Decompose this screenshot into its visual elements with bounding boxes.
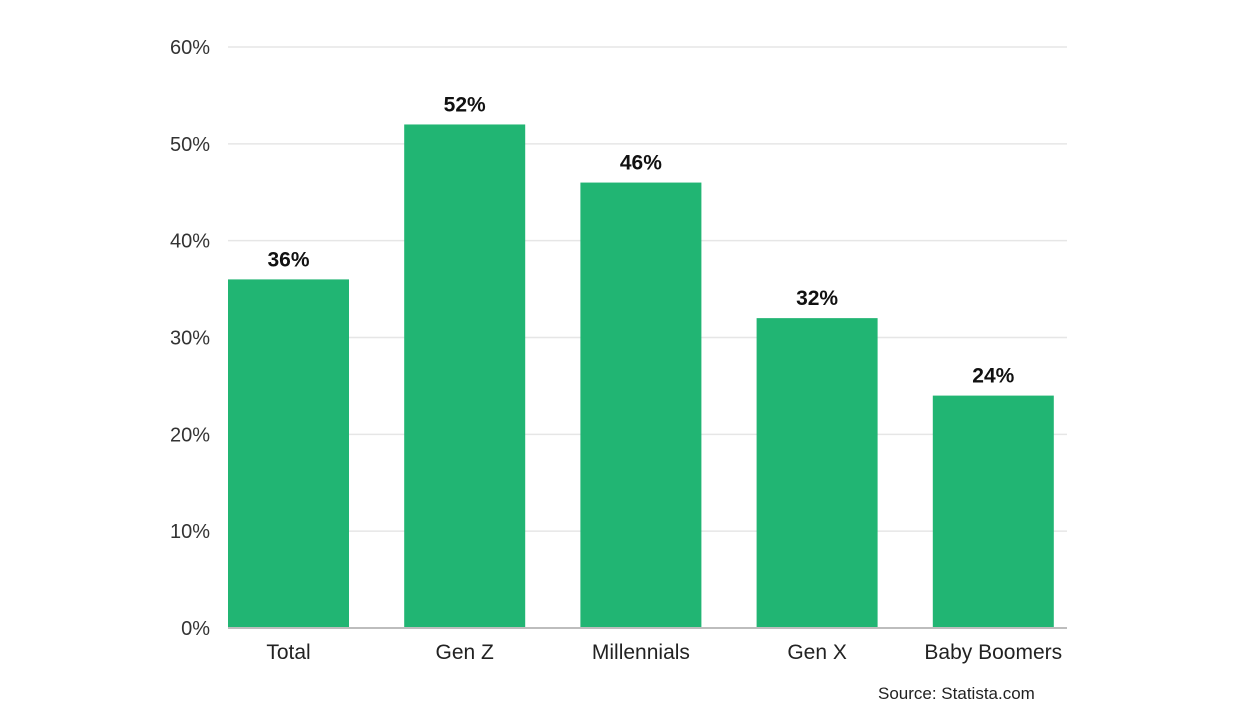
y-tick-label: 30% [170,328,210,350]
data-label: 32% [796,287,838,310]
y-axis-ticks: 0% 10% 20% 30% 40% 50% 60% [170,37,210,640]
bar [932,395,1054,628]
x-category-label: Baby Boomers [924,641,1062,664]
data-labels: 36% 52% 46% 32% 24% [267,93,1014,387]
y-tick-label: 60% [170,37,210,59]
y-tick-label: 40% [170,231,210,253]
y-tick-label: 20% [170,424,210,446]
source-note: Source: Statista.com [878,684,1035,703]
y-tick-label: 10% [170,521,210,543]
data-label: 52% [444,93,486,116]
bar [580,182,702,629]
x-category-label: Total [266,641,310,664]
y-tick-label: 0% [181,618,210,640]
x-category-label: Gen X [787,641,847,664]
data-label: 24% [972,365,1014,388]
bar [404,124,526,628]
data-label: 46% [620,152,662,175]
x-axis-labels: Total Gen Z Millennials Gen X Baby Boomers [266,641,1062,664]
x-category-label: Millennials [592,641,690,664]
x-category-label: Gen Z [436,641,495,664]
bar [228,279,349,628]
y-tick-label: 50% [170,134,210,156]
bars [228,124,1054,629]
bar [756,318,878,628]
data-label: 36% [267,248,309,271]
